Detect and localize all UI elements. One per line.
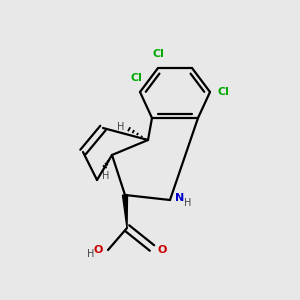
Polygon shape (122, 195, 128, 228)
Text: H: H (117, 122, 124, 132)
Text: H: H (184, 198, 191, 208)
Text: Cl: Cl (217, 87, 229, 97)
Text: H: H (102, 171, 110, 181)
Text: O: O (94, 245, 103, 255)
Text: Cl: Cl (130, 73, 142, 83)
Text: O: O (158, 245, 167, 255)
Text: N: N (175, 193, 184, 203)
Text: H: H (87, 249, 94, 259)
Text: Cl: Cl (152, 49, 164, 59)
